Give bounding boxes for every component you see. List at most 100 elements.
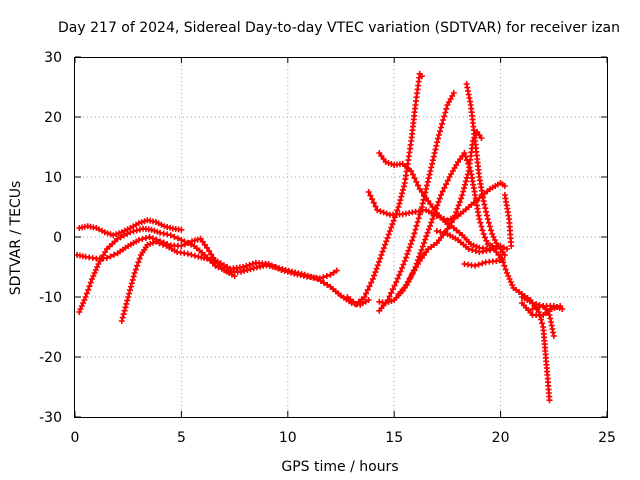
data-point (382, 241, 389, 248)
data-point (333, 267, 340, 274)
data-point (86, 283, 93, 290)
data-point (419, 200, 426, 207)
data-point (485, 219, 492, 226)
data-point (181, 241, 188, 248)
data-point (462, 153, 469, 160)
data-point (419, 243, 426, 250)
data-point (413, 178, 420, 185)
data-point (450, 90, 457, 96)
data-point (435, 198, 442, 205)
data-point (103, 255, 110, 261)
data-point (556, 305, 563, 311)
data-point (203, 255, 210, 262)
data-point (400, 183, 407, 190)
data-point (430, 153, 437, 160)
data-point (146, 234, 153, 240)
data-point (323, 273, 330, 279)
data-point (178, 226, 185, 233)
data-point (423, 186, 430, 192)
data-point (481, 201, 488, 208)
data-point (120, 311, 127, 318)
data-point (135, 259, 142, 266)
data-point (281, 267, 288, 274)
data-point (404, 251, 411, 258)
data-point (396, 200, 403, 207)
data-point (421, 240, 427, 246)
data-point (429, 157, 436, 164)
data-point (284, 268, 291, 275)
data-point (451, 214, 458, 221)
data-point (85, 286, 92, 293)
data-point (385, 231, 392, 238)
data-point (208, 251, 215, 258)
data-point (370, 199, 377, 206)
data-point (426, 171, 433, 178)
data-point (135, 220, 142, 227)
data-point (427, 222, 434, 229)
data-point (409, 171, 416, 178)
data-point (435, 132, 442, 138)
data-point (550, 333, 557, 339)
data-point (475, 261, 482, 268)
x-axis-label: GPS time / hours (281, 459, 398, 475)
data-point (390, 217, 397, 224)
data-point (247, 266, 254, 273)
data-point (442, 109, 449, 116)
data-point (472, 248, 479, 254)
y-tick-labels: 30 20 10 0 -10 -20 -30 (39, 50, 62, 426)
data-point (407, 274, 414, 281)
data-point (546, 397, 553, 404)
data-point (418, 73, 425, 80)
y-axis-label: SDTVAR / TECUs (8, 181, 24, 296)
data-point (482, 205, 489, 212)
x-tick-label: 0 (71, 430, 80, 446)
data-point (131, 270, 138, 276)
data-point (455, 202, 462, 209)
chart-title: Day 217 of 2024, Sidereal Day-to-day VTE… (58, 20, 620, 36)
data-point (399, 265, 405, 271)
data-point (372, 203, 379, 210)
data-point (461, 185, 468, 192)
data-point (415, 182, 421, 189)
data-point (394, 275, 401, 282)
data-point (408, 168, 415, 174)
data-point (125, 294, 132, 300)
data-point (488, 227, 494, 234)
data-point (482, 234, 488, 241)
data-point (136, 255, 143, 262)
data-point (529, 300, 536, 306)
data-point (423, 233, 430, 240)
data-point (438, 192, 444, 198)
data-point (367, 192, 374, 199)
data-point (431, 150, 438, 156)
data-point (361, 294, 368, 300)
data-point (443, 181, 450, 188)
data-point (377, 255, 384, 262)
data-point (459, 192, 466, 198)
data-point (385, 160, 392, 166)
data-point (380, 209, 387, 216)
data-point (536, 304, 543, 310)
data-point (386, 228, 393, 234)
data-point (476, 216, 483, 222)
series-track-11 (433, 228, 500, 255)
data-point (378, 252, 385, 258)
data-point (369, 196, 376, 203)
data-point (327, 271, 334, 278)
data-point (458, 195, 465, 202)
data-point (487, 223, 493, 230)
series-track-18 (529, 303, 566, 312)
data-point (472, 262, 479, 269)
data-point (454, 205, 461, 212)
data-point (394, 207, 401, 214)
data-point (83, 290, 90, 297)
data-point (383, 210, 390, 217)
data-point (121, 307, 128, 314)
data-point (433, 142, 440, 149)
data-point (396, 272, 403, 278)
data-point (117, 234, 124, 241)
data-point (87, 279, 94, 286)
data-point (127, 283, 134, 290)
data-point (409, 237, 416, 244)
data-point (388, 298, 395, 304)
